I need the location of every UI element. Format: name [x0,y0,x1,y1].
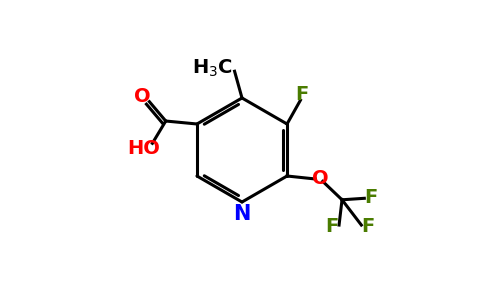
Text: HO: HO [127,139,160,158]
Text: O: O [312,169,329,188]
Text: F: F [295,85,308,104]
Text: F: F [364,188,378,207]
Text: O: O [134,87,150,106]
Text: F: F [325,217,338,236]
Text: F: F [361,217,375,236]
Text: N: N [233,205,251,224]
Text: H$_3$C: H$_3$C [192,58,233,79]
